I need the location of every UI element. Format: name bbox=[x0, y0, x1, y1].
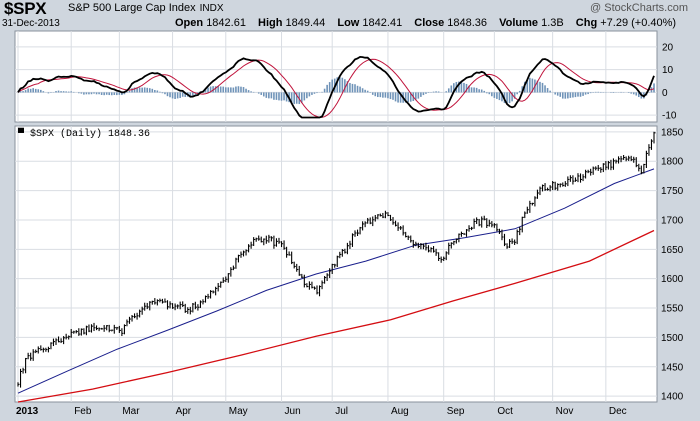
open-label: Open bbox=[175, 17, 204, 29]
volume-label: Volume bbox=[499, 17, 539, 29]
price-ytick-label: 1400 bbox=[661, 392, 684, 403]
ticker-symbol: $SPX bbox=[4, 0, 47, 18]
month-tick-label: Sep bbox=[447, 406, 465, 417]
price-ytick-label: 1550 bbox=[661, 304, 684, 315]
signal-line bbox=[17, 58, 655, 118]
sma50-line bbox=[17, 168, 655, 394]
price-ytick-label: 1450 bbox=[661, 362, 684, 373]
volume-value: 1.3B bbox=[541, 17, 564, 29]
indicator-ytick-label: 0 bbox=[662, 88, 668, 99]
security-name-text: S&P 500 Large Cap Index bbox=[68, 2, 196, 14]
chart-date: 31-Dec-2013 bbox=[2, 18, 60, 29]
price-ytick-label: 1600 bbox=[661, 274, 684, 285]
high-label: High bbox=[258, 17, 283, 29]
security-name: S&P 500 Large Cap Index INDX bbox=[68, 2, 224, 14]
chart-header: $SPX S&P 500 Large Cap Index INDX 31-Dec-… bbox=[0, 0, 700, 30]
month-tick-label: Mar bbox=[122, 406, 140, 417]
price-ytick-label: 1850 bbox=[661, 127, 684, 138]
price-ytick-label: 1700 bbox=[661, 215, 684, 226]
chg-value: +7.29 (+0.40%) bbox=[600, 17, 677, 29]
open-value: 1842.61 bbox=[206, 17, 246, 29]
chg-label: Chg bbox=[575, 17, 598, 29]
month-tick-label: Feb bbox=[74, 406, 92, 417]
price-ytick-label: 1500 bbox=[661, 333, 684, 344]
indicator-ytick-label: 20 bbox=[662, 42, 674, 53]
sma200-line bbox=[17, 229, 655, 403]
indicator-ytick-label: 10 bbox=[662, 65, 674, 76]
month-tick-label: Dec bbox=[609, 406, 627, 417]
month-tick-label: Nov bbox=[556, 406, 574, 417]
month-tick-label: 2013 bbox=[16, 406, 39, 417]
stockcharts-watermark: @ StockCharts.com bbox=[590, 2, 688, 14]
close-value: 1848.36 bbox=[447, 17, 488, 29]
month-tick-label: Jul bbox=[335, 406, 348, 417]
low-label: Low bbox=[337, 17, 360, 29]
macd-line bbox=[17, 55, 655, 119]
month-tick-label: May bbox=[229, 406, 248, 417]
close-label: Close bbox=[414, 17, 445, 29]
price-ytick-label: 1650 bbox=[661, 245, 684, 256]
month-tick-label: Apr bbox=[176, 406, 192, 417]
indicator-panel bbox=[14, 30, 658, 123]
month-tick-label: Aug bbox=[391, 406, 409, 417]
exchange-label: INDX bbox=[199, 3, 224, 14]
price-ytick-label: 1750 bbox=[661, 186, 684, 197]
high-value: 1849.44 bbox=[285, 17, 326, 29]
price-ytick-label: 1800 bbox=[661, 157, 684, 168]
price-legend: ▀ $SPX (Daily) 1848.36 bbox=[18, 127, 150, 140]
month-tick-label: Jun bbox=[285, 406, 301, 417]
price-panel bbox=[14, 125, 658, 403]
indicator-ytick-label: -10 bbox=[662, 111, 677, 122]
low-value: 1842.41 bbox=[362, 17, 403, 29]
ohlc-readout: Open 1842.61 High 1849.44 Low 1842.41 Cl… bbox=[175, 17, 676, 29]
month-tick-label: Oct bbox=[497, 406, 513, 417]
